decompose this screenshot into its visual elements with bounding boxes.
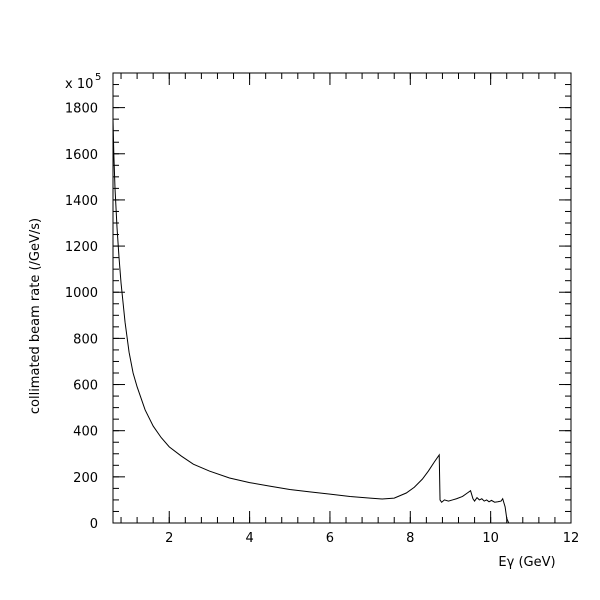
y-tick-label: 1600 [65, 148, 98, 163]
plot-frame [112, 72, 572, 524]
y-tick-label: 200 [73, 471, 98, 486]
tick-marks [113, 73, 571, 523]
y-tick-label: 800 [73, 332, 98, 347]
y-multiplier-exponent: 5 [95, 72, 101, 83]
y-multiplier-label: x 10 [65, 77, 93, 92]
x-tick-label: 2 [165, 531, 173, 546]
x-axis-title: Eγ (GeV) [498, 555, 555, 570]
series-line [112, 119, 510, 524]
x-tick-label: 10 [482, 531, 499, 546]
y-tick-label: 0 [90, 517, 98, 532]
y-tick-label: 600 [73, 379, 98, 394]
y-tick-label: 1400 [65, 194, 98, 209]
x-tick-label: 12 [563, 531, 580, 546]
x-tick-label: 8 [406, 531, 414, 546]
y-tick-label: 400 [73, 425, 98, 440]
x-tick-label: 4 [245, 531, 253, 546]
y-axis-title: collimated beam rate (/GeV/s) [28, 218, 43, 414]
y-tick-label: 1800 [65, 102, 98, 117]
y-tick-label: 1200 [65, 240, 98, 255]
tick-labels: 2 4 6 8 10 12 0 200 400 600 800 1000 1200 1400 1600 180… [65, 102, 579, 546]
x-tick-label: 6 [326, 531, 334, 546]
y-tick-label: 1000 [65, 286, 98, 301]
